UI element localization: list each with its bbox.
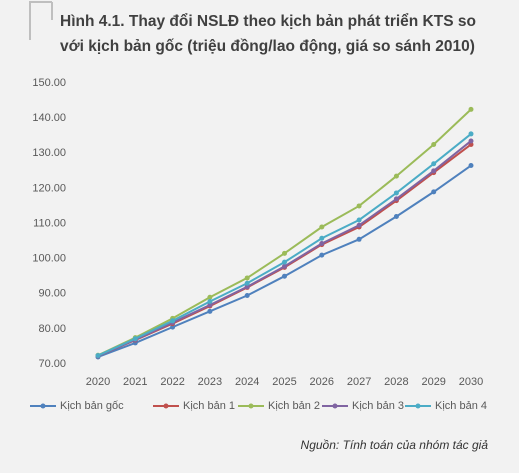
point bbox=[207, 302, 213, 308]
point bbox=[95, 353, 101, 359]
point bbox=[319, 252, 325, 258]
point bbox=[468, 163, 474, 169]
x-tick-label: 2029 bbox=[421, 376, 445, 388]
x-tick-label: 2021 bbox=[123, 376, 147, 388]
point bbox=[356, 203, 362, 209]
point bbox=[207, 294, 213, 300]
point bbox=[431, 141, 437, 147]
decoration bbox=[29, 1, 53, 40]
point bbox=[170, 318, 176, 324]
point bbox=[282, 263, 287, 269]
point bbox=[207, 308, 213, 314]
source: Nguồn: Tính toán của nhóm tác giả bbox=[301, 438, 489, 452]
chart-title: với kịch bản gốc (triệu đồng/lao động, g… bbox=[60, 38, 475, 55]
point bbox=[282, 259, 287, 265]
y-tick-label: 120.00 bbox=[32, 182, 66, 194]
point bbox=[393, 196, 399, 202]
point bbox=[319, 235, 325, 241]
x-tick-label: 2026 bbox=[310, 376, 334, 388]
point bbox=[282, 273, 287, 279]
point bbox=[244, 284, 250, 290]
point bbox=[431, 161, 437, 167]
point bbox=[356, 217, 362, 223]
y-tick-label: 100.00 bbox=[32, 253, 66, 265]
legend-marker bbox=[163, 403, 169, 409]
point bbox=[393, 190, 399, 196]
x-tick-label: 2020 bbox=[86, 376, 110, 388]
point bbox=[431, 189, 437, 195]
point bbox=[244, 275, 250, 281]
point bbox=[468, 138, 474, 144]
point bbox=[244, 280, 250, 286]
point bbox=[132, 336, 138, 342]
point bbox=[468, 106, 474, 112]
legend-marker bbox=[332, 403, 338, 409]
point bbox=[319, 241, 325, 247]
point bbox=[207, 298, 213, 304]
legend-label: Kịch bản 4 bbox=[435, 400, 487, 412]
legend-label: Kịch bản 1 bbox=[183, 400, 235, 412]
y-tick-label: 80.00 bbox=[38, 323, 66, 335]
x-tick-label: 2030 bbox=[459, 376, 483, 388]
point bbox=[431, 168, 437, 174]
chart-title: Hình 4.1. Thay đổi NSLĐ theo kịch bản ph… bbox=[60, 13, 476, 30]
y-tick-label: 140.00 bbox=[32, 112, 66, 124]
point bbox=[356, 236, 362, 242]
x-tick-label: 2024 bbox=[235, 376, 259, 388]
y-tick-label: 90.00 bbox=[38, 288, 66, 300]
point bbox=[282, 250, 287, 256]
point bbox=[356, 222, 362, 228]
y-tick-label: 130.00 bbox=[32, 147, 66, 159]
x-tick-label: 2022 bbox=[160, 376, 184, 388]
point bbox=[319, 224, 325, 230]
point bbox=[170, 324, 176, 330]
x-tick-label: 2028 bbox=[384, 376, 408, 388]
x-tick-label: 2023 bbox=[198, 376, 222, 388]
legend-marker bbox=[40, 403, 46, 409]
legend-marker bbox=[415, 403, 421, 409]
legend-label: Kịch bản gốc bbox=[60, 400, 124, 412]
legend-label: Kịch bản 2 bbox=[268, 400, 320, 412]
y-tick-label: 150.00 bbox=[32, 77, 66, 89]
y-tick-label: 70.00 bbox=[38, 358, 66, 370]
point bbox=[244, 293, 250, 299]
x-tick-label: 2027 bbox=[347, 376, 371, 388]
x-tick-label: 2025 bbox=[272, 376, 296, 388]
point bbox=[393, 173, 399, 179]
legend-marker bbox=[248, 403, 254, 409]
legend-label: Kịch bản 3 bbox=[352, 400, 404, 412]
point bbox=[393, 213, 399, 219]
point bbox=[468, 131, 474, 137]
y-tick-label: 110.00 bbox=[33, 217, 66, 229]
